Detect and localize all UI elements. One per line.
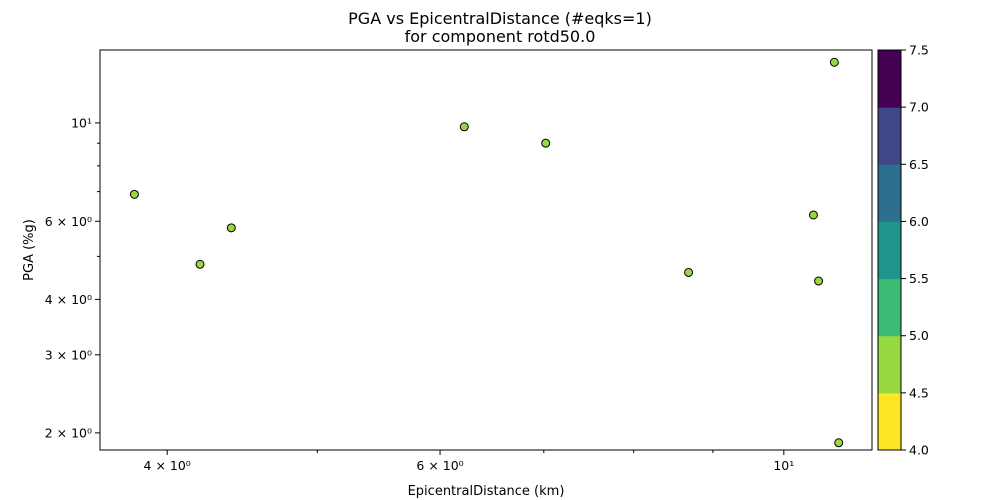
y-tick-label: 2 × 10⁰ (45, 425, 92, 440)
data-point (541, 138, 551, 148)
x-tick-label: 10¹ (773, 458, 794, 473)
colorbar-band (878, 50, 901, 108)
data-point (684, 267, 694, 277)
y-axis: 2 × 10⁰ 3 × 10⁰ 4 × 10⁰ 6 × 10⁰ 10¹ (45, 115, 100, 440)
data-point (814, 276, 824, 286)
y-tick-label: 6 × 10⁰ (45, 214, 92, 229)
chart-subtitle: for component rotd50.0 (405, 27, 596, 46)
colorbar-band (878, 221, 901, 280)
colorbar-tick-label: 5.0 (909, 328, 929, 343)
colorbar-tick-label: 7.0 (909, 100, 929, 115)
colorbar-band (878, 278, 901, 337)
x-tick-label: 4 × 10⁰ (144, 458, 191, 473)
plot-area (100, 50, 872, 450)
y-tick-label: 4 × 10⁰ (45, 292, 92, 307)
x-tick-label: 6 × 10⁰ (416, 458, 463, 473)
colorbar-band (878, 164, 901, 222)
data-point (808, 210, 818, 220)
data-points (129, 57, 844, 448)
plot-frame (99, 49, 873, 451)
colorbar-frame (877, 49, 902, 451)
x-axis-label: EpicentralDistance (km) (408, 484, 565, 499)
colorbar-tick-label: 5.5 (909, 271, 929, 286)
y-tick-label: 10¹ (71, 115, 92, 130)
data-point (829, 57, 839, 67)
y-tick-label: 3 × 10⁰ (45, 347, 92, 362)
colorbar-tick-label: 4.5 (909, 385, 929, 400)
colorbar-tick-label: 7.5 (909, 43, 929, 58)
colorbar: 4.0 4.5 5.0 5.5 6.0 6.5 7.0 7.5 (877, 43, 929, 458)
y-axis-label: PGA (%g) (22, 219, 37, 281)
data-point (834, 438, 844, 448)
colorbar-band (878, 392, 901, 451)
data-point (226, 223, 236, 233)
colorbar-band (878, 107, 901, 165)
colorbar-tick-label: 4.0 (909, 443, 929, 458)
x-axis: 4 × 10⁰ 6 × 10⁰ 10¹ (144, 450, 794, 473)
data-point (195, 259, 205, 269)
colorbar-band (878, 335, 901, 394)
data-point (459, 122, 469, 132)
chart-title: PGA vs EpicentralDistance (#eqks=1) (348, 9, 652, 28)
data-point (129, 189, 139, 199)
colorbar-tick-label: 6.5 (909, 157, 929, 172)
colorbar-tick-label: 6.0 (909, 214, 929, 229)
